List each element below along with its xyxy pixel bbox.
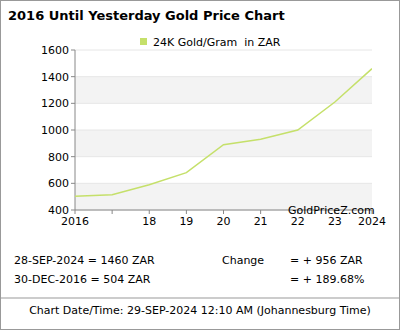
grid-line — [75, 130, 372, 131]
grid-line — [75, 103, 372, 104]
y-tick — [71, 183, 75, 184]
grid-band — [75, 157, 372, 184]
y-tick — [71, 50, 75, 51]
annotation: = + 189.68% — [290, 273, 364, 286]
y-tick-label: 600 — [48, 177, 69, 190]
y-tick — [71, 103, 75, 104]
x-tick — [223, 210, 224, 214]
y-tick-label: 1200 — [41, 97, 69, 110]
grid-band — [75, 130, 372, 157]
separator — [0, 298, 400, 299]
y-tick-label: 800 — [48, 151, 69, 164]
y-tick-label: 1600 — [41, 44, 69, 57]
grid-line — [75, 50, 372, 51]
grid-band — [75, 50, 372, 77]
x-tick-label: 20 — [217, 215, 231, 228]
grid-line — [75, 76, 372, 77]
frame — [1, 1, 400, 330]
grid-band — [75, 77, 372, 104]
annotation: Change — [222, 254, 264, 267]
x-tick — [186, 210, 187, 214]
legend-label: 24K Gold/Gram in ZAR — [153, 36, 281, 49]
y-tick — [71, 130, 75, 131]
x-tick-label: 2016 — [61, 215, 89, 228]
annotation: Chart Date/Time: 29-SEP-2024 12:10 AM (J… — [29, 304, 371, 317]
annotation: = + 956 ZAR — [290, 254, 363, 267]
y-tick-label: 1400 — [41, 71, 69, 84]
x-tick-label: 18 — [142, 215, 156, 228]
y-tick — [71, 156, 75, 157]
grid-line — [75, 183, 372, 184]
title: 2016 Until Yesterday Gold Price Chart — [8, 8, 285, 23]
x-tick — [112, 210, 113, 214]
x-tick — [260, 210, 261, 214]
x-tick-label: 21 — [254, 215, 268, 228]
x-tick-label: 19 — [179, 215, 193, 228]
annotation: GoldPriceZ.com — [288, 204, 375, 217]
annotation: 30-DEC-2016 = 504 ZAR — [14, 273, 151, 286]
y-tick — [71, 210, 75, 211]
plot — [75, 69, 372, 196]
y-tick — [71, 76, 75, 77]
annotation: 28-SEP-2024 = 1460 ZAR — [14, 254, 155, 267]
grid-line — [75, 156, 372, 157]
y-tick-label: 1000 — [41, 124, 69, 137]
x-tick — [149, 210, 150, 214]
legend-swatch — [140, 38, 147, 45]
x-tick — [75, 210, 76, 214]
price-line — [75, 69, 372, 196]
